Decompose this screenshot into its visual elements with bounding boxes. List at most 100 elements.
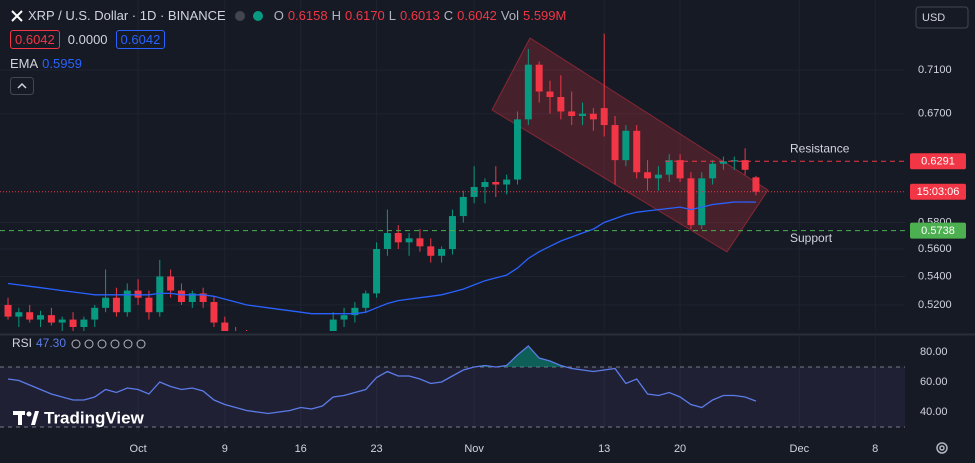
ema-line — [7, 201, 757, 315]
candle-body — [210, 302, 218, 323]
level-price-box — [910, 153, 966, 170]
brand: TradingView — [44, 408, 145, 427]
candle-body — [405, 238, 413, 243]
ohlc-value: 0.6042 — [457, 8, 497, 23]
rsi-tick-label: 60.00 — [920, 376, 948, 388]
ohlc-value: 0.6170 — [344, 8, 385, 23]
y-tick-label: 0.5400 — [918, 270, 952, 282]
bid-box: 0.6042 — [10, 30, 60, 49]
ohlc-value: 0.6158 — [287, 8, 328, 23]
level-label: Support — [790, 231, 833, 245]
candle-body — [188, 293, 196, 303]
x-tick-label: 16 — [295, 443, 307, 455]
candle-body — [37, 315, 45, 320]
rsi-label: RSI — [12, 336, 32, 350]
spread-box: 0.0000 — [67, 32, 108, 47]
candle-body — [319, 347, 326, 350]
ask-box: 0.6042 — [115, 30, 166, 49]
candle-body — [589, 113, 597, 120]
x-tick-label: Dec — [790, 443, 810, 455]
ohlc-label: C — [443, 8, 454, 23]
logo-mark — [13, 411, 39, 425]
ema-value: 0.5959 — [42, 56, 82, 71]
indicator-row: EMA 0.5959 — [10, 56, 82, 71]
candle-body — [709, 163, 717, 179]
candle-body — [492, 182, 500, 185]
x-tick-label: 20 — [674, 443, 686, 455]
x-tick-label: Nov — [464, 443, 484, 455]
candle-body — [286, 342, 293, 347]
symbol-icon — [11, 9, 23, 22]
candle-body — [622, 130, 630, 161]
level-price-box — [910, 222, 966, 239]
candle-body — [329, 319, 337, 331]
currency: USD — [922, 12, 945, 24]
candle-body — [665, 160, 673, 175]
rsi-tick-label: 40.00 — [920, 406, 948, 418]
ohlc-label: L — [388, 8, 396, 23]
collapse-button[interactable] — [10, 77, 34, 95]
candle-body — [254, 339, 261, 342]
candle-body — [58, 319, 66, 323]
candle-body — [47, 315, 55, 323]
candle-body — [4, 304, 12, 317]
ema-label: EMA — [10, 56, 39, 71]
x-tick-label: Oct — [130, 443, 147, 455]
candle-body — [156, 276, 164, 313]
candle-body — [741, 160, 749, 170]
price-row: 0.6042 0.0000 0.6042 — [10, 30, 166, 49]
candle-body — [600, 108, 608, 126]
currency-button[interactable] — [915, 6, 969, 29]
x-tick-label: 23 — [370, 443, 382, 455]
candle-body — [80, 319, 88, 328]
rsi-line — [7, 345, 757, 415]
candle-body — [524, 64, 532, 120]
candle-body — [243, 338, 250, 343]
y-tick-label: 0.5600 — [918, 243, 952, 255]
candle-body — [579, 113, 587, 116]
status-dots — [234, 10, 263, 21]
candle-body — [654, 174, 662, 179]
candle-body — [503, 179, 511, 185]
candle-body — [134, 290, 142, 298]
candle-body — [459, 196, 467, 217]
candle-body — [416, 238, 424, 247]
candle-body — [383, 233, 391, 250]
axes: Oct 9 16 23 Nov 13 20 Dec 8 0.5200 0.5400 0.5600 0.5… — [130, 64, 966, 455]
candle-body — [112, 297, 120, 313]
collapse-row — [10, 77, 34, 95]
rsi-icons — [71, 339, 146, 349]
level-label: Resistance — [790, 141, 850, 155]
countdown: 15:03:06 — [917, 186, 960, 198]
candle-body — [15, 312, 23, 317]
candle-body — [123, 290, 131, 313]
candle-body — [427, 246, 435, 256]
y-tick-label: 0.7100 — [918, 64, 952, 76]
candle-body — [167, 276, 175, 291]
candle-body — [199, 293, 207, 303]
ohlc-label: O — [273, 8, 284, 23]
candle-body — [91, 307, 99, 320]
settings-icon[interactable] — [936, 442, 948, 454]
rsi-pane — [0, 345, 905, 428]
candle-body — [687, 178, 695, 226]
candle-body — [102, 297, 110, 308]
last-price-box — [910, 183, 966, 200]
candle-body — [568, 111, 576, 116]
candle-body — [373, 249, 381, 294]
candle-body — [438, 249, 446, 256]
candle-body — [730, 160, 738, 162]
candle-body — [546, 91, 554, 98]
ohlc-value: 5.599M — [522, 8, 567, 23]
candle-body — [26, 312, 34, 320]
ohlc-value: 0.6013 — [399, 8, 440, 23]
candle-body — [221, 322, 229, 331]
candle-body — [394, 233, 402, 243]
rsi-tick-label: 80.00 — [920, 346, 948, 358]
candle-body — [362, 293, 370, 308]
x-tick-label: 9 — [222, 443, 228, 455]
y-tick-label: 0.6700 — [918, 108, 952, 120]
x-tick-label: 13 — [598, 443, 610, 455]
ohlc-label: Vol — [500, 8, 519, 23]
